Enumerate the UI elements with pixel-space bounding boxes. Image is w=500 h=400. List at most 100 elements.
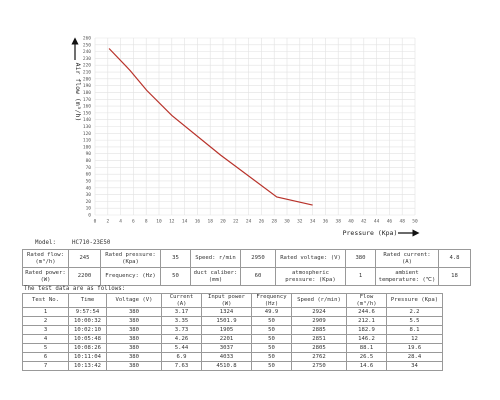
test-cell: 8.1 — [386, 325, 443, 335]
header-cell: Input power (W) — [201, 293, 252, 308]
test-cell: 2924 — [291, 307, 347, 317]
x-tick-label: 26 — [259, 219, 265, 225]
y-tick-label: 20 — [86, 199, 92, 205]
test-cell: 50 — [251, 343, 292, 353]
test-cell: 380 — [106, 361, 162, 371]
y-tick-label: 100 — [83, 144, 91, 150]
test-cell: 2762 — [291, 352, 347, 362]
test-cell: 2851 — [291, 334, 347, 344]
y-tick-label: 90 — [86, 151, 92, 157]
x-tick-label: 14 — [182, 219, 188, 225]
test-cell: 2201 — [201, 334, 252, 344]
test-intro: The test data are as follows: — [24, 286, 126, 292]
y-tick-label: 80 — [86, 158, 92, 164]
test-cell: 1 — [22, 307, 69, 317]
x-tick-label: 38 — [335, 219, 341, 225]
rated-row: Rated flow: (m³/h) 245 Rated pressure: (Kp… — [22, 249, 471, 268]
y-tick-label: 120 — [83, 131, 91, 137]
y-tick-label: 250 — [83, 42, 91, 48]
y-tick-label: 180 — [83, 90, 91, 96]
test-cell: 50 — [251, 352, 292, 362]
test-cell: 4 — [22, 334, 69, 344]
test-cell: 3037 — [201, 343, 252, 353]
y-tick-label: 40 — [86, 185, 92, 191]
test-cell: 3.17 — [161, 307, 202, 317]
test-cell: 2 — [22, 316, 69, 326]
test-cell: 10:08:26 — [68, 343, 107, 353]
test-cell: 2750 — [291, 361, 347, 371]
y-tick-label: 50 — [86, 178, 92, 184]
test-cell: 1324 — [201, 307, 252, 317]
rated-value: 18 — [438, 267, 471, 286]
header-cell: Current (A) — [161, 293, 202, 308]
test-table: Test No. Time Voltage (V) Current (A) Input … — [22, 293, 443, 371]
y-tick-label: 170 — [83, 97, 91, 103]
test-row: 2 10:00:32 380 3.35 1501.9 50 2909 212.1 5.5 — [22, 316, 443, 326]
rated-label: atmospheric pressure: (Kpa) — [275, 267, 346, 286]
header-cell: Time — [68, 293, 107, 308]
y-axis-label: Air flow (m³/h) — [74, 63, 82, 122]
x-tick-label: 24 — [246, 219, 252, 225]
y-tick-label: 230 — [83, 56, 91, 62]
rated-table: Rated flow: (m³/h) 245 Rated pressure: (Kp… — [22, 249, 471, 286]
rated-label: Rated current: (A) — [375, 249, 439, 268]
test-cell: 50 — [251, 361, 292, 371]
test-cell: 6.9 — [161, 352, 202, 362]
rated-value: 50 — [160, 267, 191, 286]
test-cell: 7.63 — [161, 361, 202, 371]
test-cell: 380 — [106, 307, 162, 317]
test-cell: 4.26 — [161, 334, 202, 344]
header-cell: Frequency (Hz) — [251, 293, 292, 308]
model: HC710-23E50 — [72, 240, 111, 246]
rated-label: Speed: r/min — [190, 249, 241, 268]
y-tick-label: 210 — [83, 70, 91, 76]
test-cell: 182.9 — [346, 325, 387, 335]
y-tick-label: 200 — [83, 76, 91, 82]
test-cell: 10:05:48 — [68, 334, 107, 344]
y-tick-label: 190 — [83, 83, 91, 89]
test-row: 7 10:13:42 380 7.63 4510.8 50 2750 14.6 34 — [22, 361, 443, 371]
x-tick-label: 20 — [220, 219, 226, 225]
x-tick-label: 18 — [207, 219, 213, 225]
x-tick-label: 42 — [361, 219, 367, 225]
test-cell: 1501.9 — [201, 316, 252, 326]
test-cell: 10:11:04 — [68, 352, 107, 362]
x-tick-label: 4 — [119, 219, 122, 225]
test-row: 6 10:11:04 380 6.9 4033 50 2762 26.5 28.4 — [22, 352, 443, 362]
rated-value: 2950 — [240, 249, 276, 268]
test-cell: 212.1 — [346, 316, 387, 326]
test-row: 3 10:02:10 380 3.73 1905 50 2885 182.9 8.1 — [22, 325, 443, 335]
x-tick-label: 8 — [145, 219, 148, 225]
test-header-row: Test No. Time Voltage (V) Current (A) Input … — [22, 293, 443, 308]
test-cell: 1905 — [201, 325, 252, 335]
x-tick-label: 16 — [195, 219, 201, 225]
x-tick-label: 28 — [271, 219, 277, 225]
test-cell: 3.35 — [161, 316, 202, 326]
test-cell: 380 — [106, 343, 162, 353]
x-tick-label: 6 — [132, 219, 135, 225]
y-tick-label: 30 — [86, 192, 92, 198]
test-cell: 7 — [22, 361, 69, 371]
test-cell: 4033 — [201, 352, 252, 362]
test-cell: 5.44 — [161, 343, 202, 353]
test-row: 4 10:05:48 380 4.26 2201 50 2851 146.2 12 — [22, 334, 443, 344]
rated-value: 4.8 — [438, 249, 471, 268]
x-tick-label: 40 — [348, 219, 354, 225]
test-cell: 2.2 — [386, 307, 443, 317]
test-cell: 50 — [251, 325, 292, 335]
test-cell: 10:02:10 — [68, 325, 107, 335]
test-cell: 4510.8 — [201, 361, 252, 371]
test-cell: 2805 — [291, 343, 347, 353]
test-cell: 5 — [22, 343, 69, 353]
test-cell: 88.1 — [346, 343, 387, 353]
model-label: Model: — [35, 240, 56, 246]
x-tick-label: 34 — [310, 219, 316, 225]
x-tick-label: 46 — [387, 219, 393, 225]
rated-label: Rated voltage: (V) — [275, 249, 346, 268]
y-tick-label: 70 — [86, 165, 92, 171]
rated-value: 380 — [345, 249, 376, 268]
x-tick-label: 2 — [106, 219, 109, 225]
test-cell: 2909 — [291, 316, 347, 326]
data-line — [108, 48, 313, 206]
